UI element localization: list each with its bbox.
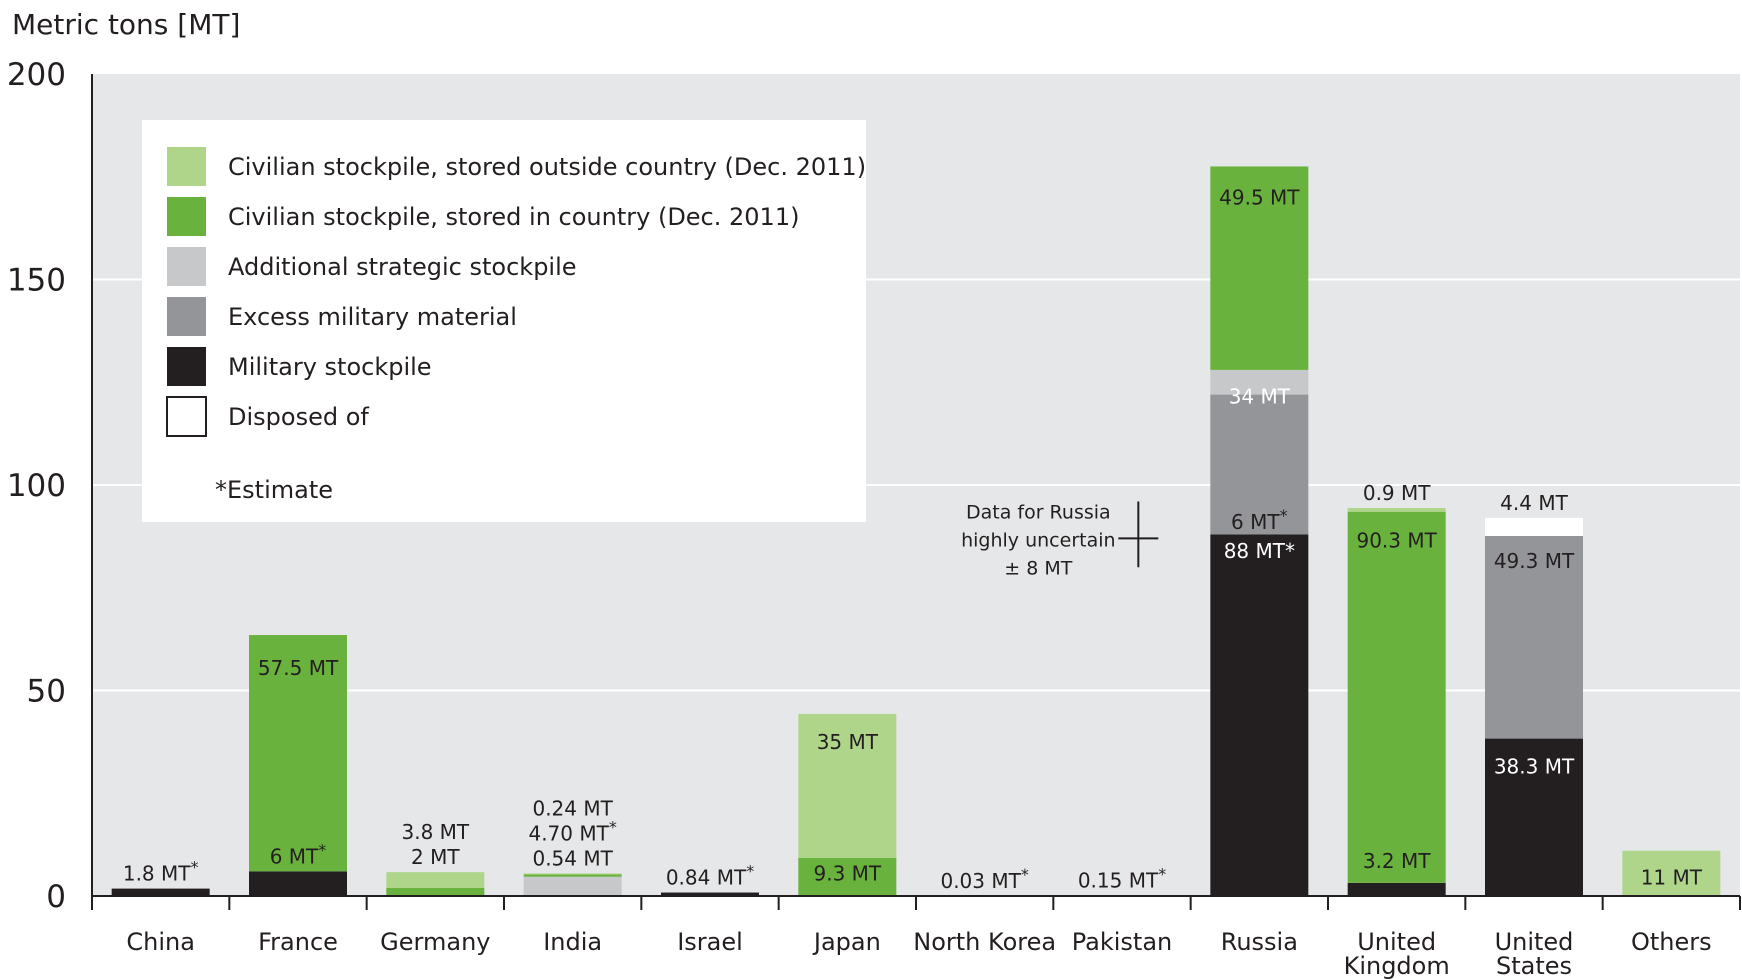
bar-segment	[111, 888, 210, 896]
x-tick-label: Pakistan	[1072, 928, 1173, 956]
legend-label: Additional strategic stockpile	[228, 253, 577, 281]
legend-note: *Estimate	[215, 476, 333, 504]
y-axis: 0 50 100 150 200	[7, 57, 93, 915]
bar-segment	[1622, 850, 1721, 896]
bar-segment	[523, 874, 622, 877]
data-label: 3.8 MT	[402, 820, 470, 844]
bar-segment	[798, 857, 897, 896]
data-label: 6 MT*	[1231, 506, 1288, 534]
data-label: 90.3 MT	[1356, 528, 1437, 552]
legend-swatch	[167, 247, 206, 286]
data-label: 88 MT*	[1224, 539, 1295, 563]
data-labels: 1.8 MT* 57.5 MT 6 MT* 3.8 MT2 MT 0.24 MT4.70…	[123, 185, 1703, 893]
data-label: 34 MT	[1229, 385, 1291, 409]
data-label: 0.15 MT*	[1078, 864, 1166, 892]
bar-segment	[1485, 535, 1583, 739]
x-tick-label: France	[258, 928, 338, 956]
legend-swatch	[167, 147, 206, 186]
data-label: 3.2 MT	[1363, 849, 1431, 873]
legend-label: Civilian stockpile, stored in country (D…	[228, 203, 799, 231]
bar-segment	[1485, 517, 1583, 536]
bar-segment	[1347, 508, 1446, 512]
bars	[111, 166, 1721, 897]
data-label: 11 MT	[1641, 866, 1703, 890]
x-tick-label: North Korea	[913, 928, 1056, 956]
y-tick-label: 200	[7, 57, 66, 93]
bar-segment	[1210, 369, 1309, 395]
data-label: 0.03 MT*	[940, 865, 1028, 893]
legend-label: Disposed of	[228, 403, 369, 431]
x-tick-label: China	[126, 928, 195, 956]
data-label: 0.9 MT	[1363, 481, 1431, 505]
data-label: 49.3 MT	[1494, 549, 1575, 573]
y-tick-label: 150	[7, 263, 66, 299]
data-label: 0.54 MT	[532, 846, 613, 870]
bar-segment	[249, 871, 347, 896]
legend-label: Excess military material	[228, 303, 517, 331]
russia-uncertainty-annotation: Data for Russia highly uncertain ± 8 MT	[961, 501, 1159, 579]
x-tick-label: United Kingdom	[1344, 928, 1450, 980]
legend: Civilian stockpile, stored outside count…	[142, 120, 866, 522]
bar-segment	[249, 635, 347, 872]
bar-segment	[1347, 882, 1446, 896]
y-tick-label: 100	[7, 468, 66, 504]
x-tick-label: Others	[1631, 928, 1712, 956]
x-tick-label: Russia	[1221, 928, 1298, 956]
y-tick-label: 50	[27, 674, 66, 710]
data-label: 49.5 MT	[1219, 185, 1300, 209]
bar-segment	[1485, 738, 1583, 896]
data-label: 4.70 MT*	[528, 817, 616, 845]
data-label: 0.24 MT	[532, 796, 613, 820]
data-label: 2 MT	[411, 845, 460, 869]
legend-label: Military stockpile	[228, 353, 432, 381]
x-tick-label: Israel	[677, 928, 743, 956]
x-tick-label: Germany	[380, 928, 490, 956]
data-label: 6 MT*	[270, 840, 327, 868]
legend-swatch	[166, 396, 207, 437]
bar-segment	[661, 892, 759, 896]
annotation-text: Data for Russia highly uncertain ± 8 MT	[961, 501, 1115, 579]
y-axis-label: Metric tons [MT]	[12, 8, 240, 41]
bar-segment	[798, 713, 897, 858]
bar-segment	[1210, 394, 1309, 535]
bar-segment	[523, 873, 622, 875]
data-label: 0.84 MT*	[666, 862, 754, 890]
bar-segment	[1210, 166, 1309, 370]
legend-swatch	[167, 297, 206, 336]
bar-segment	[523, 876, 622, 896]
bar-segment	[1347, 511, 1446, 883]
x-tick-label: United States	[1495, 928, 1574, 980]
bar-segment	[386, 872, 485, 888]
data-label: 1.8 MT*	[123, 858, 199, 886]
x-tick-label: Japan	[812, 928, 881, 956]
bar-segment	[1210, 534, 1309, 896]
bar-segment	[386, 887, 485, 896]
x-tick-label: India	[543, 928, 602, 956]
data-label: 9.3 MT	[814, 861, 882, 885]
x-axis: China France Germany India Israel Japan North …	[91, 895, 1741, 980]
legend-label: Civilian stockpile, stored outside count…	[228, 153, 866, 181]
data-label: 35 MT	[817, 730, 879, 754]
legend-swatch	[167, 347, 206, 386]
data-label: 4.4 MT	[1500, 491, 1568, 515]
data-label: 38.3 MT	[1494, 755, 1575, 779]
data-label: 57.5 MT	[258, 656, 339, 680]
legend-box	[142, 120, 866, 522]
legend-swatch	[167, 197, 206, 236]
y-tick-label: 0	[46, 879, 66, 915]
